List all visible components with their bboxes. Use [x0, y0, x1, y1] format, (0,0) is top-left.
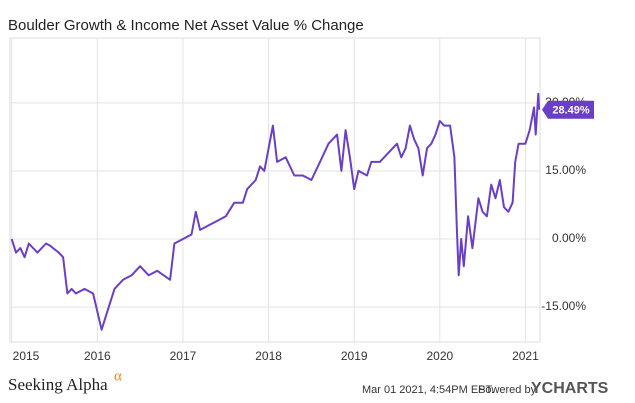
- x-tick-label: 2021: [512, 349, 539, 363]
- x-tick-label: 2018: [255, 349, 282, 363]
- plot-frame: [9, 37, 541, 343]
- x-tick-label: 2015: [13, 349, 40, 363]
- x-tick-label: 2017: [170, 349, 197, 363]
- source: Seeking Alpha: [8, 375, 108, 394]
- timestamp: Mar 01 2021, 4:54PM EST.: [362, 384, 494, 396]
- brand: YCHARTS: [531, 380, 609, 397]
- last-value-box: [542, 100, 594, 119]
- line: [10, 92, 541, 331]
- y-tick-label: 0.00%: [552, 231, 586, 245]
- x-tick-label: 2019: [341, 349, 368, 363]
- y-tick-label: -15.00%: [541, 299, 586, 313]
- y-tick-label: 15.00%: [545, 163, 586, 177]
- chart-title: Boulder Growth & Income Net Asset Value …: [8, 17, 364, 34]
- source-mark: α: [114, 368, 122, 384]
- powered-by: Powered by: [478, 384, 537, 396]
- last-value-label: 28.49%: [552, 105, 590, 117]
- x-tick-label: 2020: [426, 349, 453, 363]
- x-tick-label: 2016: [84, 349, 111, 363]
